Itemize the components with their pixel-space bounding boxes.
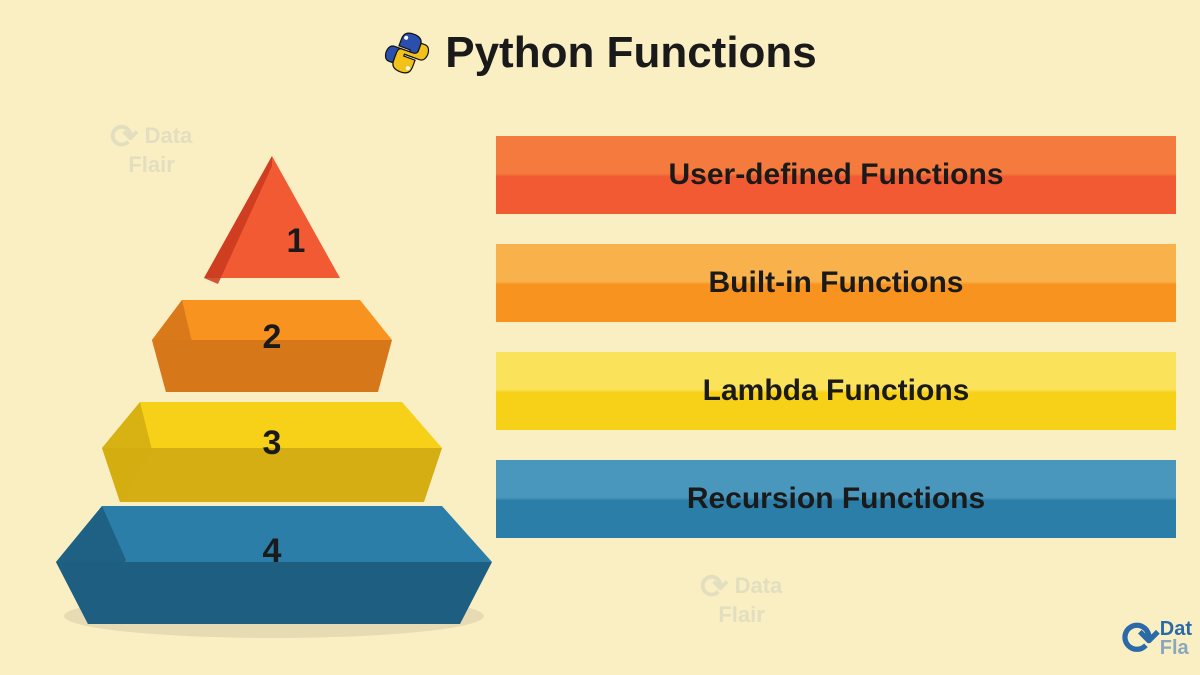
bar-label: Recursion Functions — [687, 482, 985, 516]
pyramid-level-3: 3 — [102, 402, 442, 502]
bar-lambda: Lambda Functions — [496, 352, 1176, 430]
infographic-canvas: Python Functions ⟳ Data Flair ⟳ Data Fla… — [0, 0, 1200, 675]
bar-label: Lambda Functions — [703, 374, 970, 408]
bar-label: User-defined Functions — [668, 158, 1003, 192]
title-area: Python Functions — [0, 28, 1200, 82]
bar-label: Built-in Functions — [709, 266, 964, 300]
python-logo-icon — [383, 29, 431, 77]
pyramid-number-2: 2 — [263, 318, 282, 356]
watermark: ⟳ Data Flair — [700, 570, 782, 626]
pyramid-number-1: 1 — [287, 222, 306, 260]
bar-builtin: Built-in Functions — [496, 244, 1176, 322]
page-title: Python Functions — [445, 28, 817, 78]
pyramid-level-1: 1 — [204, 156, 340, 284]
pyramid-number-4: 4 — [263, 532, 282, 570]
label-bars: User-defined Functions Built-in Function… — [496, 136, 1176, 568]
brand-logo-icon: ⟳DatFla — [1121, 617, 1192, 661]
pyramid-level-4: 4 — [56, 506, 492, 624]
bar-recursion: Recursion Functions — [496, 460, 1176, 538]
brand-text-2: Fla — [1160, 637, 1189, 659]
pyramid-level-2: 2 — [152, 300, 392, 392]
bar-user-defined: User-defined Functions — [496, 136, 1176, 214]
pyramid-number-3: 3 — [263, 424, 282, 462]
pyramid-diagram: 4 3 2 1 — [26, 108, 506, 648]
